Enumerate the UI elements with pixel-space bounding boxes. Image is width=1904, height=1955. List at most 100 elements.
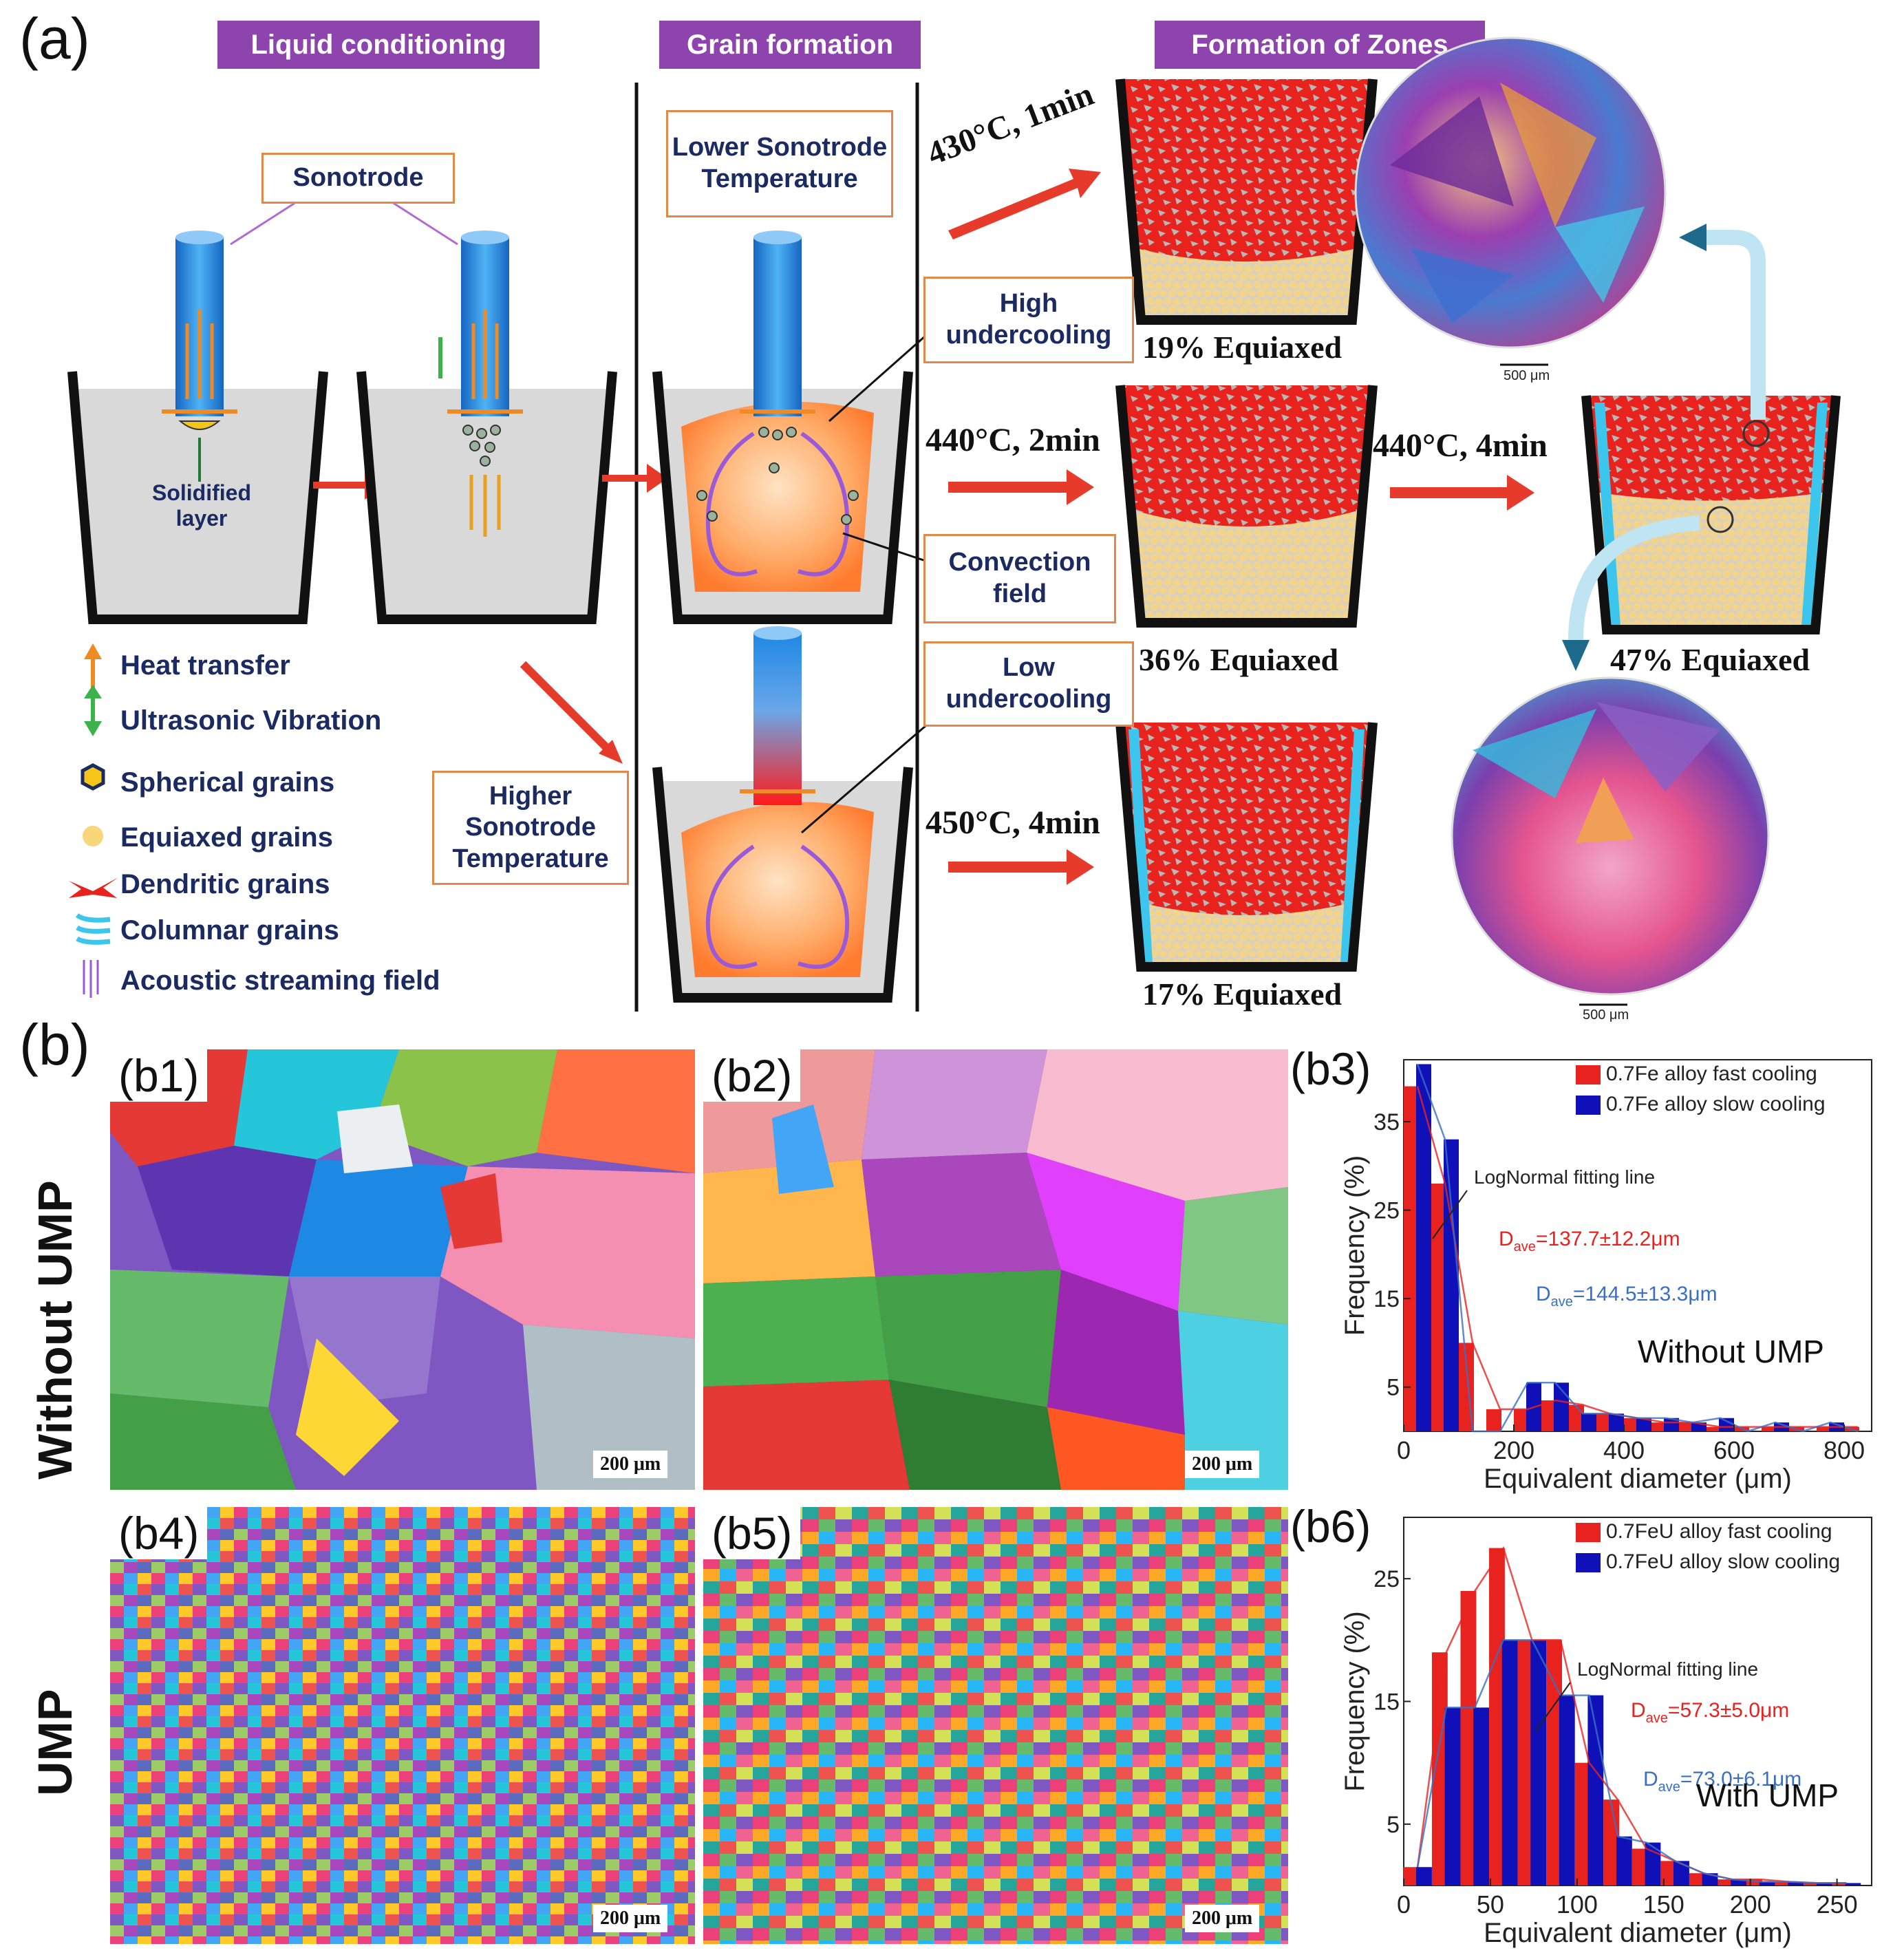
crucible-4 bbox=[652, 626, 913, 1003]
fit-line-b3-1 bbox=[1416, 1063, 1859, 1433]
x-tick-label: 200 bbox=[1493, 1436, 1534, 1464]
legend-acoustic-streaming: Acoustic streaming field bbox=[120, 965, 440, 996]
bar-b6-s0-2 bbox=[1460, 1591, 1477, 1885]
dave-annotation-0: Dave=137.7±12.2μm bbox=[1499, 1228, 1680, 1254]
micrograph-top bbox=[1354, 36, 1667, 366]
x-axis-label: Equivalent diameter (μm) bbox=[1484, 1464, 1792, 1494]
bar-b6-s0-13 bbox=[1775, 1881, 1791, 1885]
y-tick-label: 25 bbox=[1373, 1198, 1400, 1224]
bar-b6-s0-9 bbox=[1660, 1861, 1677, 1885]
x-tick-label: 250 bbox=[1817, 1890, 1858, 1919]
x-tick-label: 150 bbox=[1643, 1890, 1684, 1919]
bar-b3-s0-4 bbox=[1514, 1409, 1529, 1431]
legend-heat-transfer: Heat transfer bbox=[120, 650, 290, 681]
legend-columnar-grains: Columnar grains bbox=[120, 915, 339, 946]
crucible-3 bbox=[652, 231, 913, 624]
bar-b3-s0-5 bbox=[1541, 1400, 1557, 1431]
ebsd-map-b4 bbox=[110, 1507, 695, 1944]
bar-b6-s1-0 bbox=[1416, 1867, 1432, 1885]
bar-b3-s1-7 bbox=[1609, 1413, 1624, 1431]
histogram-b3: 0 200 400 600 800 5 15 25 35 Equivalent diameter … bbox=[1340, 1059, 1872, 1494]
scale-bar-b2: 200 μm bbox=[1185, 1451, 1260, 1478]
chart-label-b3: (b3) bbox=[1290, 1043, 1371, 1094]
bar-b6-s1-5 bbox=[1559, 1695, 1575, 1885]
zone-crucible-19 bbox=[1115, 78, 1378, 325]
y-tick-label: 15 bbox=[1373, 1689, 1400, 1716]
callout-higher-sonotrode-temperature: Higher Sonotrode Temperature bbox=[432, 771, 629, 885]
panel-a-drawing bbox=[67, 36, 1841, 1012]
header-grain-formation: Grain formation bbox=[659, 21, 921, 69]
micrograph-bottom bbox=[1451, 676, 1770, 1006]
legend-equiaxed-grains: Equiaxed grains bbox=[120, 822, 333, 853]
bar-b3-s0-1 bbox=[1431, 1184, 1446, 1431]
ebsd-map-b5 bbox=[703, 1507, 1288, 1944]
bar-b3-s0-11 bbox=[1707, 1427, 1722, 1431]
x-tick-label: 400 bbox=[1603, 1436, 1645, 1464]
bar-b3-s1-1 bbox=[1444, 1139, 1459, 1431]
bar-b6-s0-1 bbox=[1431, 1652, 1448, 1885]
callout-high-undercooling: High undercooling bbox=[923, 277, 1134, 363]
equiaxed-17: 17% Equiaxed bbox=[1142, 976, 1343, 1012]
note-b6: With UMP bbox=[1696, 1777, 1839, 1813]
bar-b6-s1-11 bbox=[1731, 1879, 1747, 1885]
bar-b3-s0-8 bbox=[1624, 1418, 1639, 1431]
scale-bar-b4: 200 μm bbox=[593, 1905, 668, 1932]
legend-icons bbox=[69, 643, 118, 998]
bar-b6-s0-14 bbox=[1804, 1883, 1820, 1885]
bar-b6-s0-6 bbox=[1574, 1762, 1591, 1885]
x-tick-label: 600 bbox=[1713, 1436, 1755, 1464]
callout-low-undercooling: Low undercooling bbox=[923, 641, 1134, 727]
legend-ultrasonic-vibration: Ultrasonic Vibration bbox=[120, 705, 382, 736]
bar-b6-s1-2 bbox=[1473, 1707, 1490, 1885]
bar-b6-s0-4 bbox=[1517, 1640, 1534, 1885]
y-tick-label: 5 bbox=[1387, 1812, 1400, 1838]
micro-scale-top: 500 μm bbox=[1504, 368, 1550, 383]
fit-line-b6-0 bbox=[1416, 1546, 1847, 1884]
bar-b6-s1-15 bbox=[1845, 1883, 1861, 1885]
bar-b6-s0-3 bbox=[1489, 1548, 1505, 1885]
bar-b3-s1-6 bbox=[1581, 1413, 1596, 1431]
callout-lower-sonotrode-temperature: Lower Sonotrode Temperature bbox=[666, 110, 893, 217]
bar-b3-s0-3 bbox=[1486, 1409, 1501, 1431]
bar-b3-s0-9 bbox=[1651, 1422, 1667, 1431]
legend-spherical-grains: Spherical grains bbox=[120, 767, 335, 798]
y-tick-label: 35 bbox=[1373, 1109, 1400, 1135]
bar-b3-s0-7 bbox=[1596, 1413, 1612, 1431]
bar-b6-s0-11 bbox=[1718, 1879, 1734, 1885]
y-tick-label: 15 bbox=[1373, 1286, 1400, 1312]
y-tick-label: 25 bbox=[1373, 1566, 1400, 1592]
y-tick-label: 5 bbox=[1387, 1375, 1400, 1401]
dave-annotation-1: Dave=73.0±6.1μm bbox=[1643, 1768, 1801, 1795]
zone-crucible-47 bbox=[1581, 395, 1841, 634]
panel-b-label: (b) bbox=[19, 1012, 90, 1077]
bar-b3-s0-13 bbox=[1762, 1427, 1777, 1431]
callout-sonotrode: Sonotrode bbox=[261, 153, 455, 204]
bar-b6-s0-8 bbox=[1632, 1848, 1648, 1885]
scale-bar-b1: 200 μm bbox=[593, 1451, 668, 1478]
histogram-b6: 0 50 100 150 200 250 5 15 25 Equivalent diameter … bbox=[1340, 1517, 1872, 1948]
bar-b6-s1-3 bbox=[1501, 1640, 1518, 1885]
ebsd-map-b2 bbox=[703, 1049, 1288, 1490]
bar-b3-s1-0 bbox=[1416, 1064, 1431, 1431]
legend-swatch-1 bbox=[1576, 1553, 1601, 1572]
equiaxed-19: 19% Equiaxed bbox=[1142, 330, 1343, 365]
panel-a-label: (a) bbox=[19, 6, 90, 71]
zone-crucible-17 bbox=[1115, 722, 1378, 972]
dave-annotation-0: Dave=57.3±5.0μm bbox=[1631, 1699, 1789, 1726]
note-b3: Without UMP bbox=[1638, 1334, 1824, 1369]
bar-b6-s1-12 bbox=[1759, 1881, 1775, 1885]
row-label-ump: UMP bbox=[28, 1689, 82, 1796]
row-label-without-ump: Without UMP bbox=[28, 1180, 82, 1479]
bar-b3-s0-10 bbox=[1679, 1422, 1694, 1431]
dave-annotation-1: Dave=144.5±13.3μm bbox=[1536, 1283, 1718, 1310]
bar-b3-s1-11 bbox=[1719, 1418, 1734, 1431]
legend-swatch-0 bbox=[1576, 1523, 1601, 1542]
x-tick-label: 50 bbox=[1477, 1890, 1504, 1919]
legend-dendritic-grains: Dendritic grains bbox=[120, 869, 330, 899]
y-axis-label: Frequency (%) bbox=[1340, 1611, 1370, 1791]
bar-b3-s1-9 bbox=[1664, 1418, 1679, 1431]
bar-b6-s1-4 bbox=[1530, 1640, 1547, 1885]
fit-label-pointer bbox=[1432, 1190, 1468, 1239]
condition-440-4min: 440°C, 4min bbox=[1373, 427, 1548, 464]
fit-label: LogNormal fitting line bbox=[1474, 1166, 1655, 1188]
